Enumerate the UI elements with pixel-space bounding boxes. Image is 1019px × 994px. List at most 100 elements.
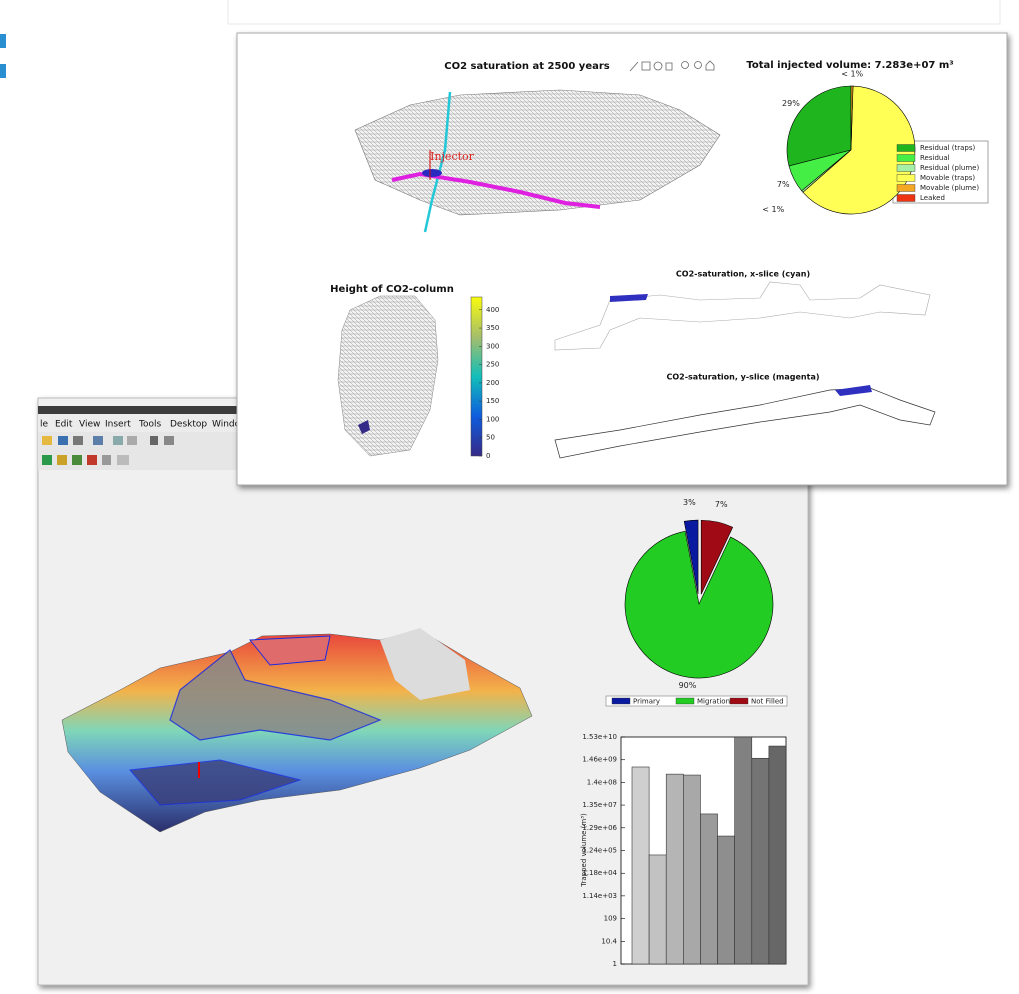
icon[interactable]: [102, 455, 111, 465]
pan-icon[interactable]: [665, 62, 673, 71]
x-slice-title: CO2-saturation, x-slice (cyan): [676, 270, 810, 279]
title-bar: [38, 406, 238, 414]
colorbar-tick-label: 400: [486, 306, 499, 314]
legend-swatch: [675, 697, 695, 705]
colorbar-tick-label: 100: [486, 415, 499, 423]
pie-slice: [624, 530, 774, 679]
colorbar-tick-label: 50: [486, 434, 495, 442]
plot-toolbar: [629, 60, 715, 72]
pie-legend-box: [605, 695, 788, 707]
export-icon[interactable]: [641, 61, 651, 71]
menu-item[interactable]: Tools: [138, 420, 161, 430]
icon[interactable]: [57, 455, 67, 465]
y-tick-label: 1.53e+10: [582, 733, 617, 741]
y-tick-label: 1.29e+06: [582, 824, 617, 832]
colorbar: [470, 296, 483, 457]
y-tick-label: 1.4e+08: [587, 778, 617, 786]
terrain-unfilled: [380, 628, 470, 700]
trap-region: [129, 759, 302, 806]
icon[interactable]: [42, 455, 52, 465]
colorbar-tick-label: 0: [486, 452, 490, 460]
legend-label: Migration: [697, 698, 730, 706]
legend-label: Movable (traps): [920, 174, 975, 182]
colorbar-tick-label: 300: [486, 342, 499, 350]
y-tick-label: 1.24e+05: [582, 846, 617, 854]
brush-icon[interactable]: [629, 61, 639, 72]
y-slice: [554, 387, 936, 459]
bar: [648, 854, 667, 965]
datatip-icon[interactable]: [653, 61, 663, 71]
front-window: CO2 saturation at 2500 years Injector He…: [236, 32, 1008, 486]
y-tick-label: 1.35e+07: [582, 801, 617, 809]
pie-title: Total injected volume: 7.283e+07 m³: [746, 60, 953, 71]
icon[interactable]: [73, 436, 83, 445]
x-slice: [554, 281, 931, 351]
legend-swatch: [896, 144, 916, 152]
height-plume: [358, 420, 370, 434]
icon[interactable]: [42, 436, 52, 445]
menu-item[interactable]: Windo: [212, 420, 241, 430]
pie-slice: [850, 85, 854, 151]
pie-label: 7%: [715, 500, 728, 509]
colorbar-tick-label: 200: [486, 379, 499, 387]
bar: [631, 766, 650, 965]
icon[interactable]: [93, 436, 103, 445]
legend-swatch: [729, 697, 749, 705]
bar: [700, 813, 718, 965]
pie-label: 3%: [683, 498, 696, 507]
pie-label: < 1%: [841, 70, 863, 79]
icon[interactable]: [164, 436, 174, 445]
zoomout-icon[interactable]: [694, 61, 702, 69]
legend-swatch: [896, 154, 916, 162]
x-slice-plume: [610, 294, 648, 302]
edge-mark: [0, 64, 6, 78]
edge-mark: [0, 34, 6, 48]
icon[interactable]: [127, 436, 137, 445]
grid-model: Injector: [354, 89, 721, 233]
terrain: [61, 628, 533, 833]
y-tick-label: 1.18e+04: [582, 869, 617, 877]
menu-item[interactable]: Insert: [105, 420, 131, 430]
legend-label: Residual: [920, 154, 950, 162]
menu-item[interactable]: View: [79, 420, 100, 430]
legend-swatch: [896, 174, 916, 182]
colorbar-tick-label: 150: [486, 397, 499, 405]
y-slice-title: CO2-saturation, y-slice (magenta): [666, 373, 819, 382]
home-icon[interactable]: [705, 60, 715, 71]
pie-label: 29%: [782, 99, 800, 108]
icon[interactable]: [58, 436, 68, 445]
y-axis-label: Trapped volume (m³): [580, 813, 588, 888]
height-map: [337, 295, 439, 457]
icon[interactable]: [150, 436, 158, 445]
y-slice-plume: [835, 385, 872, 396]
y-tick-label: 10.4: [601, 937, 617, 945]
menu-item[interactable]: Edit: [55, 420, 73, 430]
menu-bar: [38, 414, 238, 432]
toolbar: [38, 432, 238, 470]
icon[interactable]: [87, 455, 97, 465]
heightmap-title: Height of CO2-column: [330, 284, 454, 295]
zoomin-icon[interactable]: [681, 61, 689, 69]
legend-label: Leaked: [920, 194, 945, 202]
icon[interactable]: [72, 455, 82, 465]
back-window: le Edit View Insert Tools Desktop Windo 3% 90% 7%…: [37, 397, 809, 986]
pie-label: < 1%: [762, 205, 784, 214]
y-tick-label: 109: [604, 915, 617, 923]
y-tick-label: 1.14e+03: [582, 892, 617, 900]
trap-region: [248, 635, 331, 666]
y-tick-label: 1: [613, 960, 617, 968]
legend-swatch: [611, 697, 631, 705]
icon[interactable]: [113, 436, 123, 445]
toolbar-icons: [42, 436, 174, 465]
bar: [768, 745, 787, 965]
menu-item[interactable]: Desktop: [170, 420, 207, 430]
pie-slice: [700, 519, 734, 595]
pie-slice: [683, 519, 699, 595]
icon[interactable]: [117, 455, 129, 465]
menu-item[interactable]: le: [40, 420, 49, 430]
plot-title: CO2 saturation at 2500 years: [444, 61, 610, 72]
y-slice-line: [391, 171, 601, 209]
legend-swatch: [896, 194, 916, 202]
legend-swatch: [896, 164, 916, 172]
